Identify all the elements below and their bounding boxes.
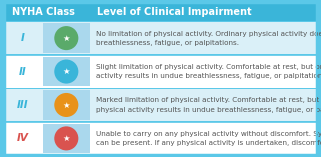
- Bar: [5, 122, 316, 155]
- Bar: [5, 55, 316, 88]
- Text: Unable to carry on any physical activity without discomfort. Symptoms at rest: Unable to carry on any physical activity…: [96, 131, 321, 137]
- Bar: [43, 124, 90, 153]
- Text: No limitation of physical activity. Ordinary physical activity does not cause un: No limitation of physical activity. Ordi…: [96, 30, 321, 37]
- Circle shape: [54, 26, 78, 50]
- Text: III: III: [17, 100, 28, 110]
- Text: ★: ★: [63, 34, 70, 43]
- Bar: [43, 57, 90, 86]
- Circle shape: [54, 126, 78, 150]
- Text: I: I: [21, 33, 24, 43]
- Bar: [5, 89, 316, 121]
- Text: breathlessness, fatigue, or palpitations.: breathlessness, fatigue, or palpitations…: [96, 40, 239, 46]
- Text: Marked limitation of physical activity. Comfortable at rest, but less than ordin: Marked limitation of physical activity. …: [96, 97, 321, 103]
- Text: Level of Clinical Impairment: Level of Clinical Impairment: [97, 7, 251, 17]
- Text: ★: ★: [63, 67, 70, 76]
- Text: ★: ★: [63, 134, 70, 143]
- Text: NYHA Class: NYHA Class: [12, 7, 74, 17]
- Text: can be present. If any physical activity is undertaken, discomfort is increased.: can be present. If any physical activity…: [96, 140, 321, 146]
- Circle shape: [54, 93, 78, 117]
- Text: Slight limitation of physical activity. Comfortable at rest, but ordinary physic: Slight limitation of physical activity. …: [96, 64, 321, 70]
- Text: activity results in undue breathlessness, fatigue, or palpitations.: activity results in undue breathlessness…: [96, 73, 321, 79]
- Bar: [5, 22, 316, 54]
- Text: IV: IV: [16, 133, 28, 143]
- Bar: [43, 90, 90, 120]
- Bar: [4, 2, 317, 21]
- Circle shape: [54, 60, 78, 84]
- Text: ★: ★: [63, 100, 70, 109]
- Bar: [43, 23, 90, 53]
- Text: II: II: [19, 67, 26, 77]
- Text: physical activity results in undue breathlessness, fatigue, or palpitations.: physical activity results in undue breat…: [96, 107, 321, 113]
